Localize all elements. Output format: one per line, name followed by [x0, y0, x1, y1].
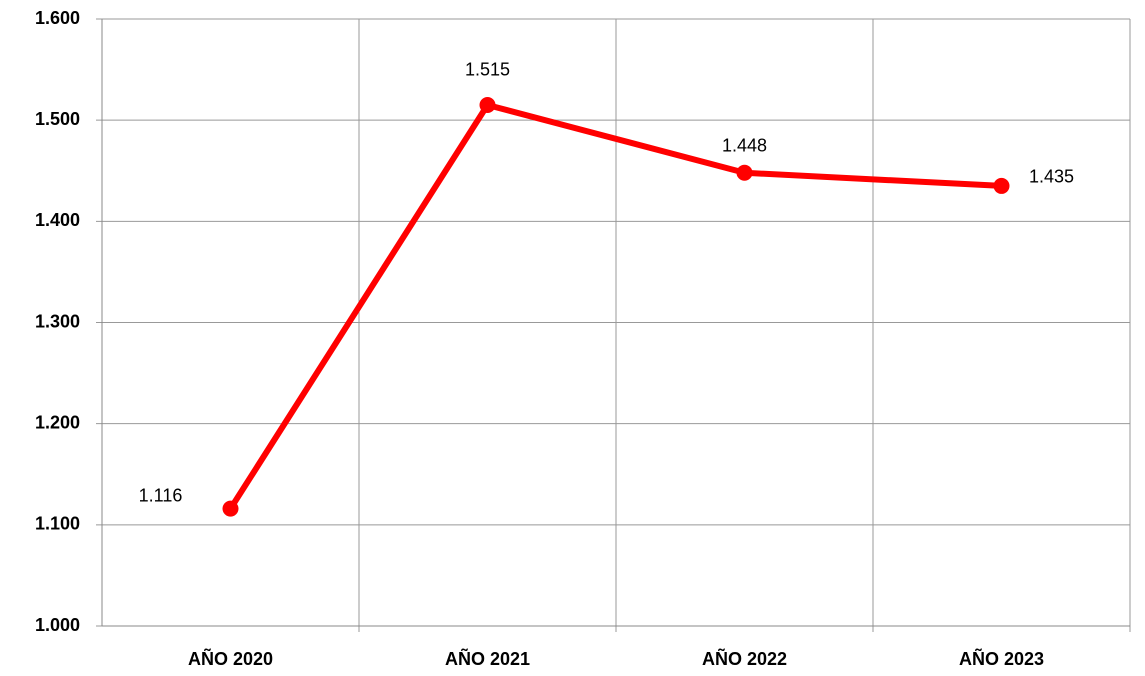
data-label: 1.448	[722, 136, 767, 156]
data-point	[993, 177, 1010, 194]
y-tick-label: 1.500	[35, 109, 80, 129]
x-tick-label: AÑO 2023	[959, 648, 1044, 669]
data-label: 1.435	[1029, 167, 1074, 187]
y-tick-label: 1.100	[35, 514, 80, 534]
data-point	[479, 96, 496, 113]
y-tick-label: 1.400	[35, 210, 80, 230]
x-tick-label: AÑO 2020	[188, 648, 273, 669]
y-tick-label: 1.000	[35, 615, 80, 635]
y-tick-label: 1.300	[35, 311, 80, 331]
data-point	[222, 500, 239, 517]
data-line	[227, 101, 1002, 511]
data-label: 1.515	[465, 60, 510, 80]
x-tick-label: AÑO 2022	[702, 648, 787, 669]
data-point	[736, 164, 753, 181]
x-tick-label: AÑO 2021	[445, 648, 530, 669]
y-tick-label: 1.200	[35, 412, 80, 432]
y-tick-label: 1.600	[35, 8, 80, 28]
data-label: 1.116	[139, 485, 183, 505]
